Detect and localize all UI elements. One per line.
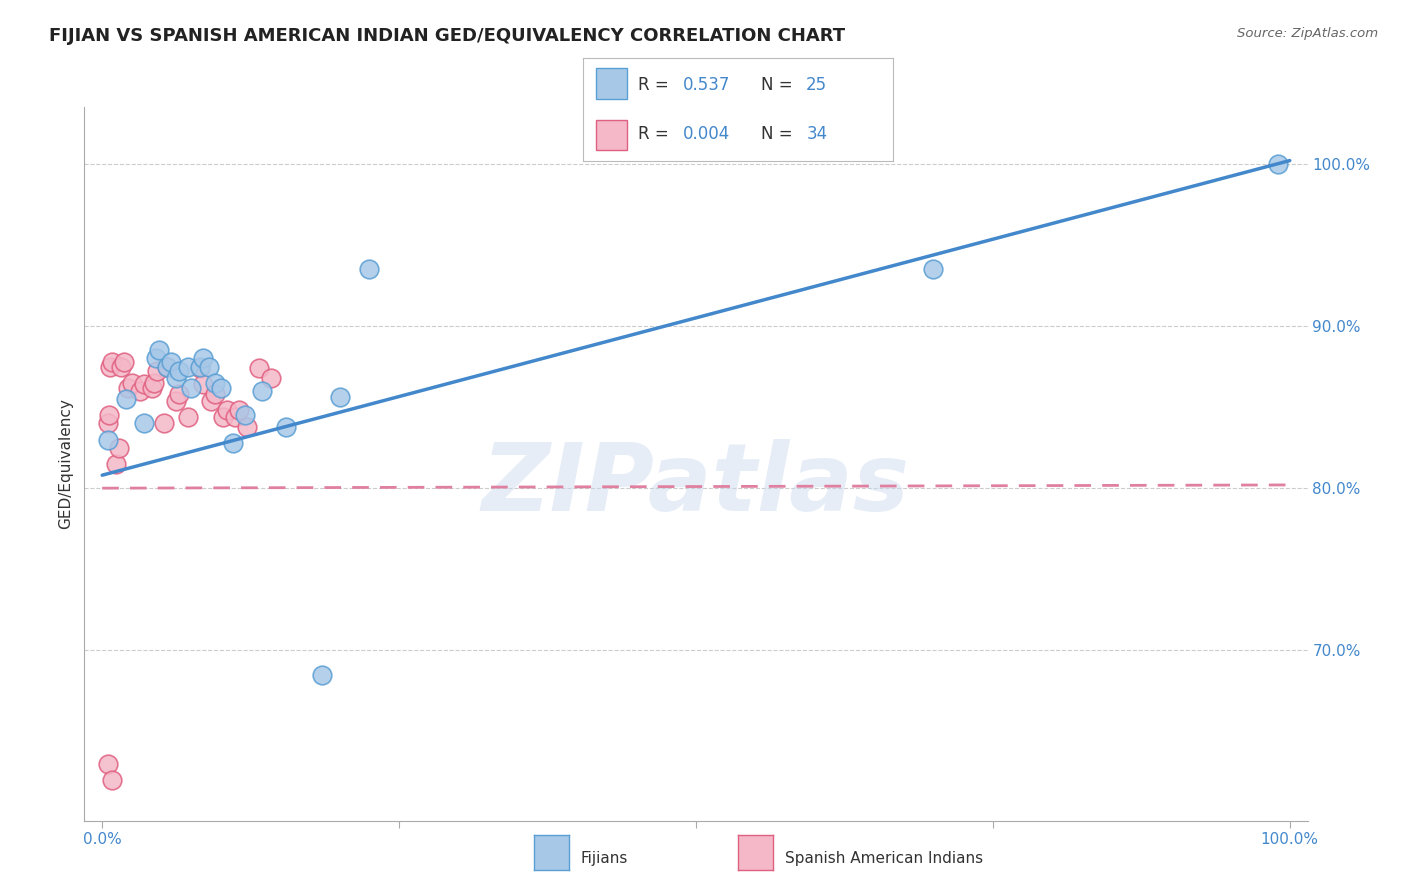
Point <box>165 371 187 385</box>
Point <box>329 390 352 404</box>
Text: ZIPatlas: ZIPatlas <box>482 439 910 532</box>
Point <box>160 354 183 368</box>
Point <box>204 376 226 390</box>
Point <box>247 361 270 376</box>
Point <box>224 409 246 424</box>
Text: R =: R = <box>638 76 673 94</box>
Point <box>129 384 152 398</box>
Point <box>169 364 191 378</box>
Text: N =: N = <box>762 76 799 94</box>
Point <box>98 408 121 422</box>
Point <box>276 419 298 434</box>
Point <box>169 387 191 401</box>
Point <box>191 351 214 366</box>
Point <box>922 262 945 277</box>
Text: Fijians: Fijians <box>581 852 628 866</box>
Point <box>204 387 226 401</box>
Text: 34: 34 <box>806 125 827 143</box>
Text: Spanish American Indians: Spanish American Indians <box>785 852 983 866</box>
Point <box>200 393 222 408</box>
Point <box>100 359 122 374</box>
Text: R =: R = <box>638 125 673 143</box>
Point <box>209 381 232 395</box>
Text: 0.004: 0.004 <box>682 125 730 143</box>
Point <box>176 359 198 374</box>
Point <box>148 343 170 358</box>
Point <box>117 381 139 395</box>
Point <box>228 403 250 417</box>
Point <box>156 359 179 374</box>
Point <box>176 409 198 424</box>
Point <box>233 408 256 422</box>
Point <box>97 433 120 447</box>
Point <box>165 393 187 408</box>
Text: Source: ZipAtlas.com: Source: ZipAtlas.com <box>1237 27 1378 40</box>
Point <box>311 667 333 681</box>
Point <box>1267 157 1289 171</box>
Point <box>215 403 238 417</box>
Y-axis label: GED/Equivalency: GED/Equivalency <box>58 399 73 529</box>
Point <box>145 351 167 366</box>
Point <box>143 376 166 390</box>
FancyBboxPatch shape <box>596 120 627 150</box>
Point <box>100 354 122 368</box>
Text: 0.537: 0.537 <box>682 76 730 94</box>
Point <box>112 354 135 368</box>
Text: 25: 25 <box>806 76 827 94</box>
FancyBboxPatch shape <box>596 69 627 99</box>
Point <box>191 377 214 392</box>
Point <box>105 457 128 471</box>
Point <box>121 376 143 390</box>
Point <box>156 359 179 374</box>
Text: FIJIAN VS SPANISH AMERICAN INDIAN GED/EQUIVALENCY CORRELATION CHART: FIJIAN VS SPANISH AMERICAN INDIAN GED/EQ… <box>49 27 845 45</box>
Point <box>141 381 163 395</box>
Point <box>132 417 155 431</box>
Point <box>252 384 274 398</box>
Point <box>180 381 202 395</box>
Point <box>359 262 381 277</box>
Point <box>132 377 155 392</box>
Point <box>198 359 221 374</box>
Point <box>212 409 235 424</box>
Point <box>153 417 176 431</box>
Point <box>188 361 211 376</box>
Point <box>97 756 120 771</box>
Point <box>188 359 211 374</box>
Point <box>97 417 120 431</box>
Point <box>260 371 283 385</box>
Point <box>115 392 138 406</box>
Point <box>107 441 129 455</box>
Point <box>110 359 132 374</box>
Point <box>100 773 122 788</box>
Point <box>222 435 245 450</box>
Text: N =: N = <box>762 125 799 143</box>
Point <box>236 419 259 434</box>
Point <box>146 364 169 378</box>
